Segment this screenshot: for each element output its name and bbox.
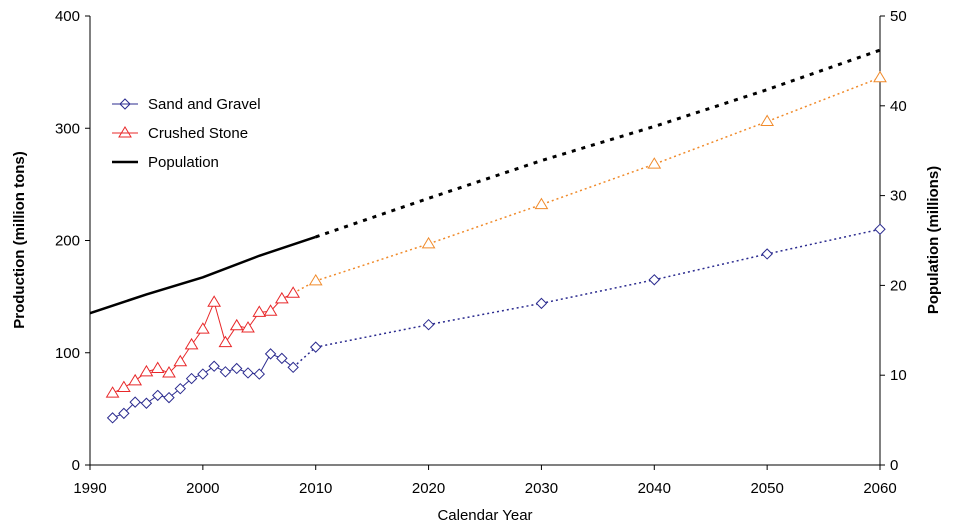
sand-gravel-point <box>118 407 130 420</box>
crushed-stone-point <box>139 364 154 377</box>
sand-gravel-projected-point <box>310 341 322 353</box>
legend-label-population: Population <box>148 154 219 171</box>
sand-gravel-projected-point <box>422 318 435 331</box>
crushed-stone-projected-point <box>647 157 662 169</box>
sand-gravel-projected-point <box>874 223 886 235</box>
crushed-stone-point <box>252 305 267 317</box>
crushed-stone-projected-point <box>534 197 549 210</box>
sand-gravel-historical-line <box>112 353 294 419</box>
sand-gravel-point <box>174 382 186 395</box>
sand-gravel-point <box>231 362 243 375</box>
sand-gravel-projected-point <box>535 297 548 310</box>
sand-gravel-point <box>287 361 299 374</box>
crushed-stone-projected-point <box>421 236 436 249</box>
y-left-tick-label: 400 <box>55 8 80 25</box>
x-tick-label: 2030 <box>525 480 558 497</box>
crushed-stone-point <box>207 295 222 307</box>
crushed-stone-point <box>105 386 120 398</box>
crushed-stone-point <box>241 321 255 333</box>
legend-item-sand-and-gravel: Sand and Gravel <box>112 96 261 113</box>
series-layer <box>89 48 887 424</box>
x-axis-title: Calendar Year <box>437 507 532 524</box>
legend-label-crushed-stone: Crushed Stone <box>148 125 248 142</box>
sand-gravel-point <box>242 367 254 379</box>
sand-gravel-point <box>219 366 232 378</box>
x-tick-label: 2020 <box>412 480 445 497</box>
y-left-tick-label: 300 <box>55 120 80 137</box>
y-left-tick-label: 0 <box>72 457 80 474</box>
crushed-stone-point <box>195 322 210 334</box>
y-right-tick-label: 30 <box>890 188 907 205</box>
ticks: 1990 2000 2010 2020 2030 2040 2050 206001002003… <box>55 8 907 497</box>
y-right-tick-label: 40 <box>890 98 907 115</box>
y-right-tick-label: 20 <box>890 277 907 294</box>
crushed-stone-point <box>128 373 143 386</box>
x-tick-label: 2050 <box>750 480 783 497</box>
y-left-tick-label: 200 <box>55 233 80 250</box>
x-tick-label: 2040 <box>638 480 671 497</box>
legend-item-crushed-stone: Crushed Stone <box>112 125 248 142</box>
crushed-stone-point <box>162 365 176 378</box>
y-right-tick-label: 10 <box>890 367 907 384</box>
sand-gravel-projected-line <box>292 228 881 368</box>
crushed-stone-projected-point <box>873 70 887 83</box>
sand-gravel-projected-point <box>648 274 660 286</box>
axes <box>89 16 881 466</box>
x-tick-label: 2010 <box>299 480 332 497</box>
sand-gravel-point <box>152 389 164 402</box>
legend-item-population: Population <box>112 154 219 171</box>
sand-gravel-point <box>208 360 220 372</box>
sand-gravel-point <box>276 352 288 365</box>
sand-gravel-point <box>253 368 265 380</box>
legend-label-sand-and-gravel: Sand and Gravel <box>148 96 261 113</box>
crushed-stone-point <box>218 335 233 348</box>
crushed-stone-projected-point <box>308 273 323 286</box>
crushed-stone-projected-line <box>292 77 881 294</box>
crushed-stone-point <box>263 304 278 316</box>
x-tick-label: 1990 <box>73 480 106 497</box>
crushed-stone-point <box>286 286 301 298</box>
sand-gravel-point <box>197 368 209 380</box>
population-historical-line <box>89 235 317 315</box>
right-y-axis-title: Population (millions) <box>925 166 942 314</box>
sand-gravel-point <box>106 412 119 424</box>
y-left-tick-label: 100 <box>55 345 80 362</box>
crushed-stone-point <box>173 354 188 367</box>
sand-gravel-point <box>264 348 277 360</box>
y-right-tick-label: 0 <box>890 457 898 474</box>
sand-gravel-projected-point <box>761 248 773 260</box>
crushed-stone-point <box>150 361 165 373</box>
y-right-tick-label: 50 <box>890 8 907 25</box>
legend-triangle-icon <box>118 126 132 138</box>
crushed-stone-point <box>116 380 131 393</box>
population-projected-line <box>315 48 881 239</box>
legend-diamond-icon <box>119 98 131 110</box>
crushed-stone-point <box>274 291 289 304</box>
sand-gravel-point <box>163 391 175 404</box>
legend: Sand and Gravel Crushed Stone Population <box>112 96 261 171</box>
crushed-stone-projected-point <box>760 114 775 127</box>
crushed-stone-point <box>229 318 244 331</box>
x-tick-label: 2060 <box>863 480 896 497</box>
x-tick-label: 2000 <box>186 480 219 497</box>
crushed-stone-point <box>184 337 199 350</box>
sand-gravel-point <box>140 397 153 409</box>
sand-gravel-point <box>185 372 198 385</box>
left-y-axis-title: Production (million tons) <box>11 151 28 328</box>
sand-gravel-point <box>129 396 141 408</box>
